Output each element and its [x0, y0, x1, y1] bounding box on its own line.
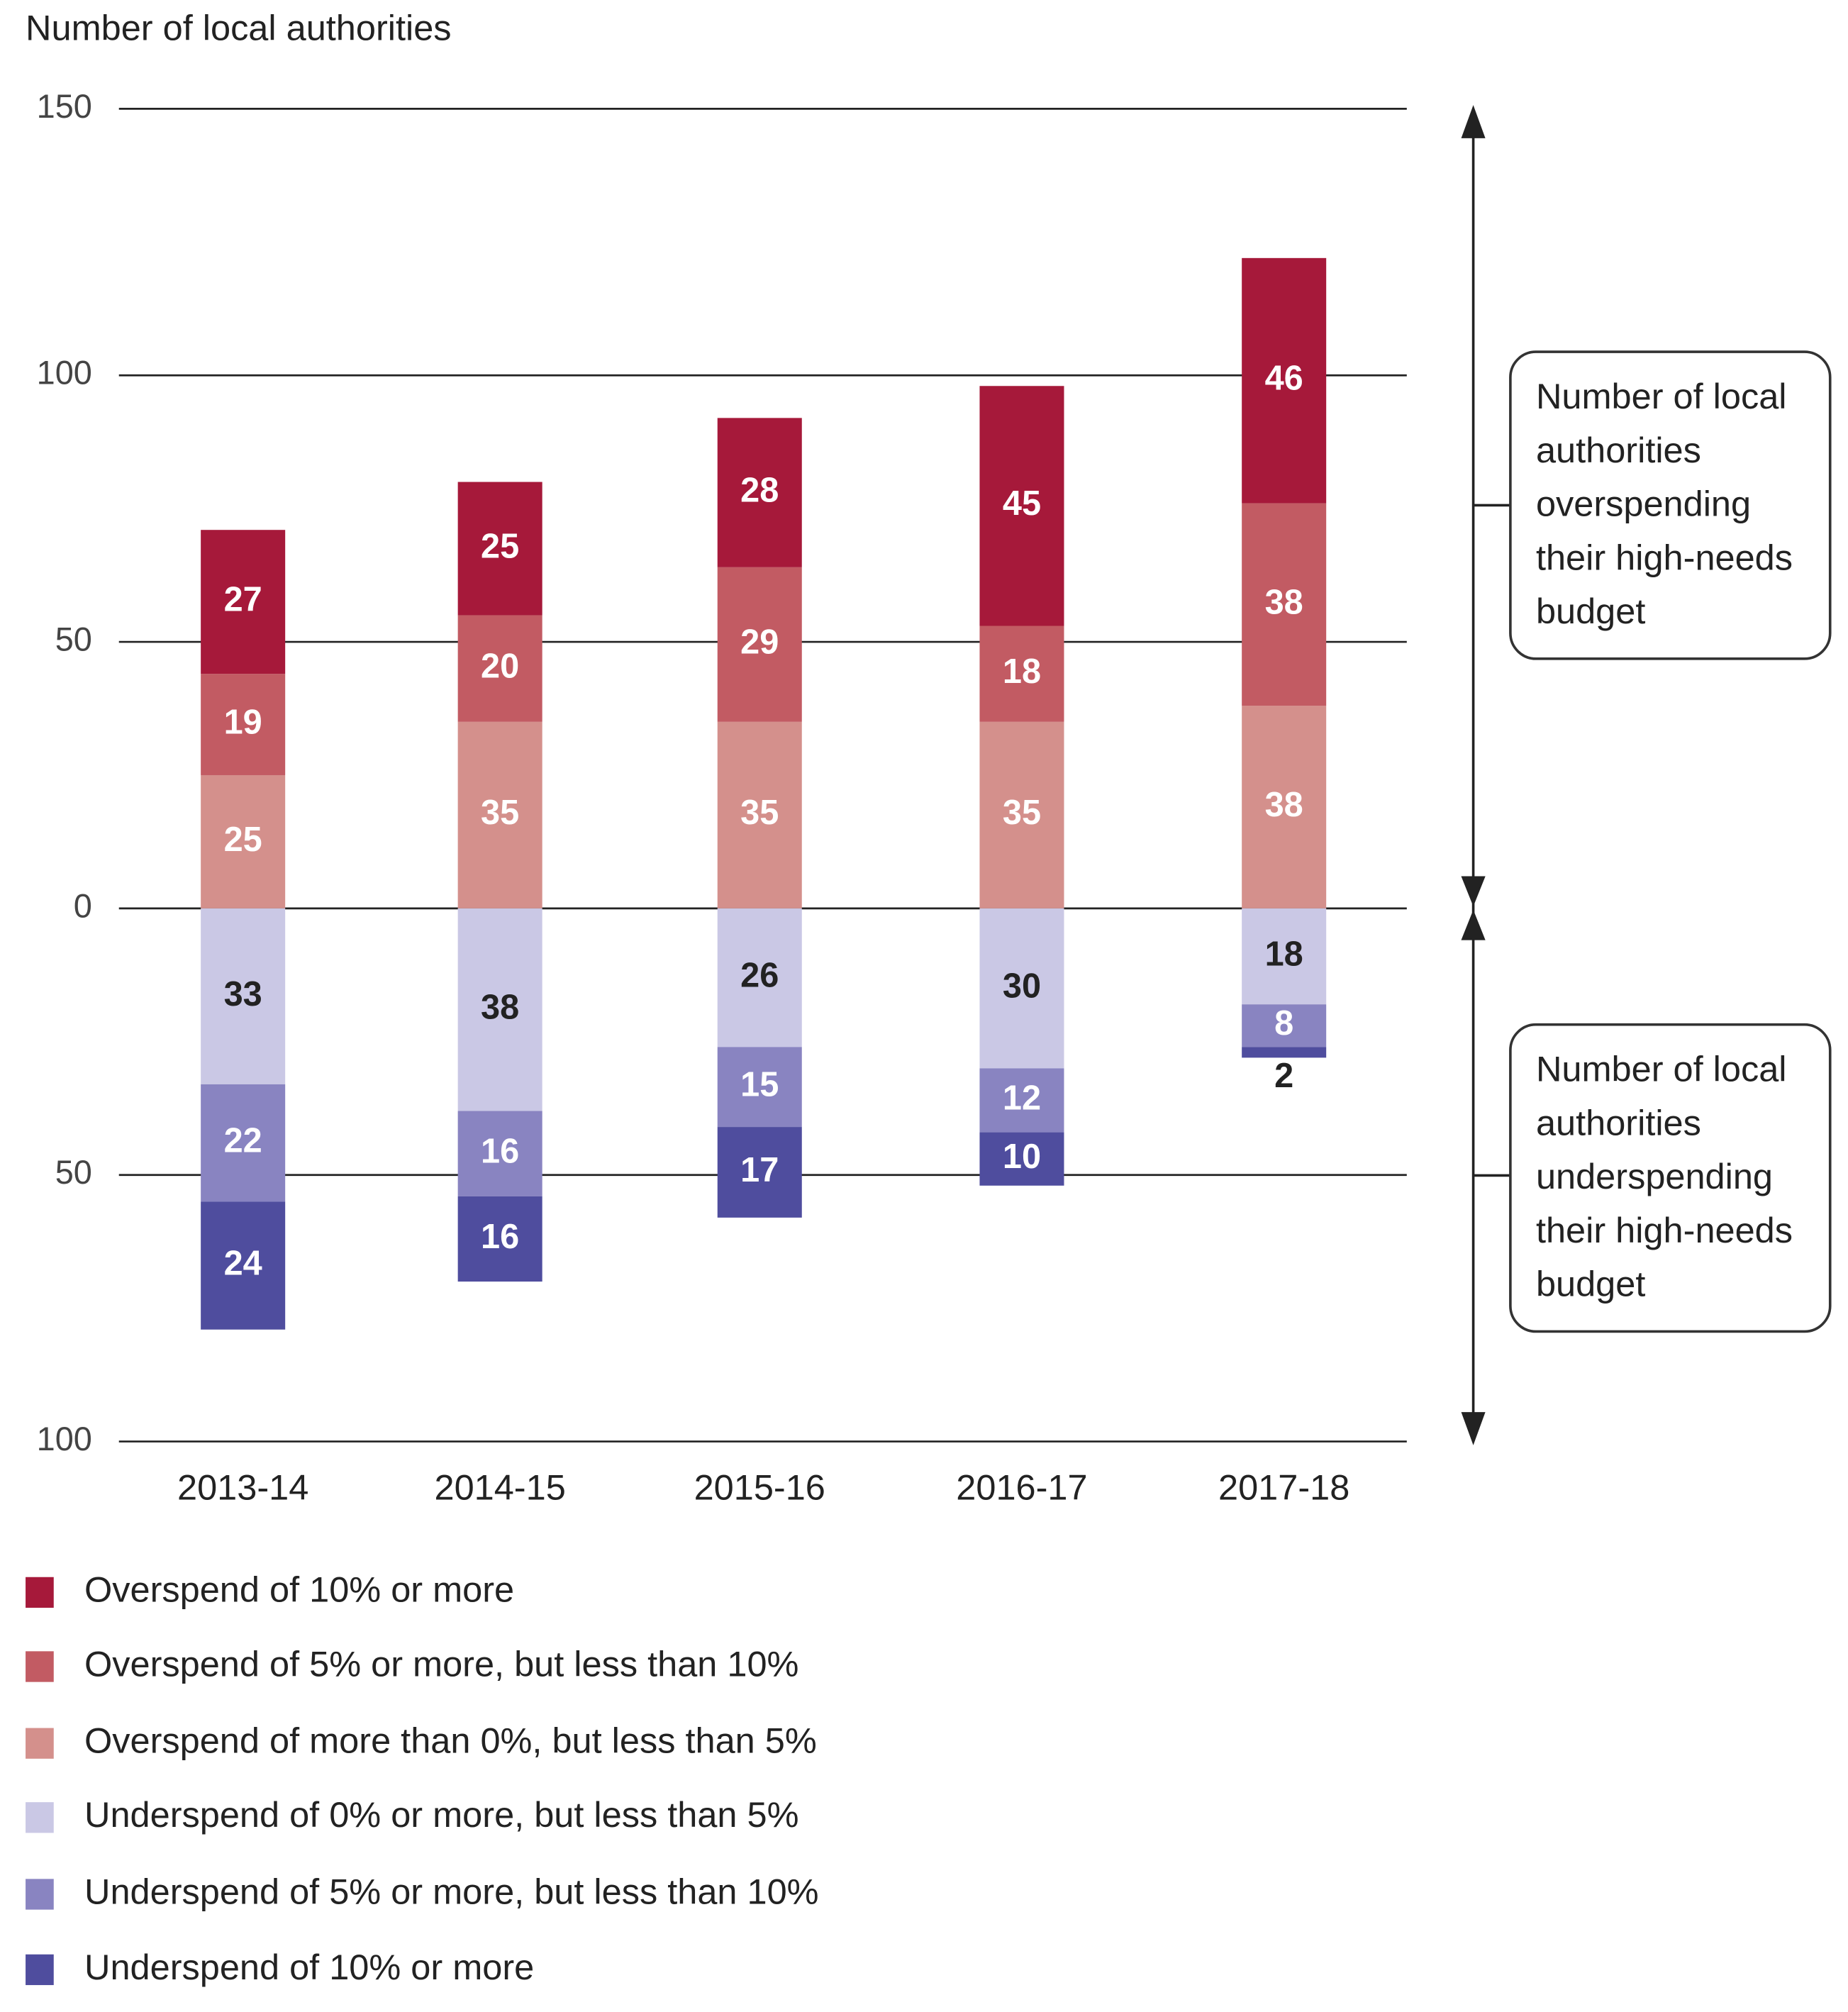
y-tick-label: 0	[74, 887, 92, 924]
bar-segment	[717, 567, 802, 722]
bar-segment	[457, 615, 542, 722]
legend-swatch	[26, 1879, 54, 1910]
value-label: 16	[481, 1133, 519, 1171]
bar-segment	[201, 1201, 286, 1330]
bar-segment	[717, 721, 802, 908]
annotation: underspending	[1536, 1156, 1773, 1196]
legend-label: Overspend of 10% or more	[84, 1569, 514, 1610]
annotation: authorities	[1536, 430, 1701, 470]
bar-segment	[979, 386, 1064, 626]
bar-segment	[979, 721, 1064, 908]
bar-segment	[717, 1127, 802, 1218]
bar-segment	[457, 482, 542, 616]
legend-label: Underspend of 10% or more	[84, 1947, 534, 1987]
bar-segment	[201, 530, 286, 674]
value-label: 38	[1265, 583, 1303, 621]
value-label: 19	[224, 703, 262, 741]
legend-swatch	[26, 1954, 54, 1986]
value-label: 38	[1265, 786, 1303, 824]
annotation: Number of local	[1536, 376, 1787, 416]
y-tick-label: 50	[55, 1154, 92, 1191]
bar-segment	[201, 908, 286, 1084]
legend-swatch	[26, 1728, 54, 1759]
bar-segment	[979, 1132, 1064, 1186]
bracket	[1461, 105, 1512, 1445]
bar-segment	[457, 908, 542, 1111]
value-label: 16	[481, 1218, 519, 1256]
value-label: 17	[740, 1151, 779, 1189]
bar-segment	[1242, 1004, 1327, 1047]
annotation: Number of local	[1536, 1049, 1787, 1089]
bar-segment	[979, 908, 1064, 1069]
x-tick-label: 2013-14	[177, 1467, 308, 1507]
value-label: 35	[740, 794, 779, 832]
bar-segment	[457, 1196, 542, 1282]
bar-segment	[1242, 257, 1327, 504]
x-tick-label: 2014-15	[435, 1467, 566, 1507]
value-label: 22	[224, 1121, 262, 1160]
value-label: 27	[224, 581, 262, 619]
value-label: 28	[740, 471, 779, 509]
x-tick-label: 2017-18	[1218, 1467, 1349, 1507]
bar-segment	[717, 908, 802, 1047]
value-label: 18	[1265, 935, 1303, 973]
value-label: 45	[1003, 484, 1041, 523]
legend-label: Underspend of 5% or more, but less than …	[84, 1871, 819, 1911]
bar-segment	[201, 1084, 286, 1202]
value-label: 35	[481, 794, 519, 832]
legend-label: Overspend of 5% or more, but less than 1…	[84, 1643, 798, 1684]
bar-segment	[979, 1068, 1064, 1133]
bar-segment	[457, 1111, 542, 1196]
annotation: their high-needs	[1536, 537, 1793, 577]
value-label: 25	[481, 527, 519, 565]
value-label: 2	[1274, 1057, 1293, 1095]
x-tick-label: 2015-16	[694, 1467, 825, 1507]
y-tick-label: 150	[37, 88, 92, 125]
value-label: 15	[740, 1066, 779, 1104]
bar-segment	[717, 1047, 802, 1128]
legend-swatch	[26, 1802, 54, 1833]
value-label: 12	[1003, 1079, 1041, 1117]
annotation: authorities	[1536, 1102, 1701, 1143]
bar-segment	[1242, 503, 1327, 706]
value-label: 33	[224, 975, 262, 1013]
value-label: 35	[1003, 794, 1041, 832]
value-label: 30	[1003, 967, 1041, 1006]
annotation: their high-needs	[1536, 1210, 1793, 1250]
y-tick-label: 100	[37, 1421, 92, 1457]
value-label: 29	[740, 623, 779, 662]
value-label: 25	[224, 821, 262, 859]
value-label: 8	[1274, 1004, 1293, 1043]
annotation-box	[1509, 350, 1832, 660]
bar-segment	[201, 774, 286, 908]
legend-label: Overspend of more than 0%, but less than…	[84, 1721, 817, 1761]
value-label: 24	[224, 1244, 262, 1282]
y-axis-label: Number of local authorities	[26, 8, 451, 48]
value-label: 18	[1003, 652, 1041, 691]
annotation-box	[1509, 1023, 1832, 1333]
bar-segment	[457, 721, 542, 908]
annotation: budget	[1536, 591, 1645, 631]
bar-segment	[717, 418, 802, 567]
legend-swatch	[26, 1577, 54, 1608]
legend-swatch	[26, 1651, 54, 1682]
bar-segment	[979, 626, 1064, 722]
bar-segment	[1242, 706, 1327, 908]
value-label: 26	[740, 956, 779, 994]
annotation: budget	[1536, 1264, 1645, 1304]
legend-label: Underspend of 0% or more, but less than …	[84, 1794, 798, 1835]
bar-segment	[201, 674, 286, 775]
value-label: 20	[481, 647, 519, 685]
bar-segment	[1242, 1047, 1327, 1058]
value-label: 10	[1003, 1138, 1041, 1176]
x-tick-label: 2016-17	[956, 1467, 1087, 1507]
annotation: overspending	[1536, 484, 1751, 524]
bar-segment	[1242, 908, 1327, 1005]
y-tick-label: 50	[55, 621, 92, 657]
value-label: 46	[1265, 360, 1303, 398]
y-tick-label: 100	[37, 355, 92, 391]
value-label: 38	[481, 989, 519, 1027]
